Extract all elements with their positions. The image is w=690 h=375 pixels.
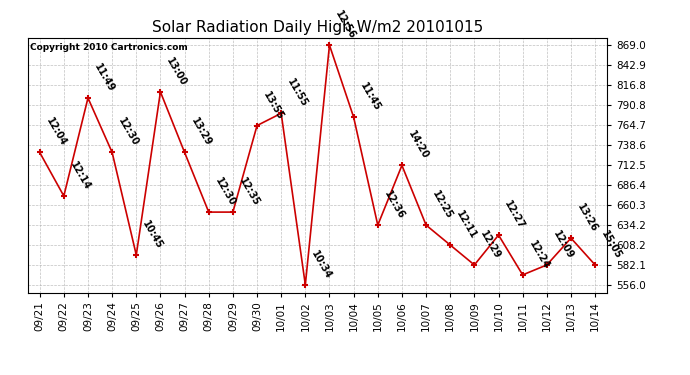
Text: 12:27: 12:27 [503,199,527,231]
Text: 13:00: 13:00 [165,56,189,88]
Text: 11:45: 11:45 [358,81,382,113]
Text: 12:30: 12:30 [117,116,141,148]
Text: 11:55: 11:55 [286,77,310,109]
Text: Copyright 2010 Cartronics.com: Copyright 2010 Cartronics.com [30,43,188,52]
Text: 10:45: 10:45 [141,219,165,251]
Text: 13:55: 13:55 [262,90,286,122]
Text: 12:36: 12:36 [382,189,406,221]
Text: 10:34: 10:34 [310,249,334,280]
Text: 12:25: 12:25 [431,189,455,221]
Text: 12:09: 12:09 [551,229,575,261]
Text: 13:26: 13:26 [575,202,600,234]
Text: 11:49: 11:49 [92,62,117,94]
Text: 15:05: 15:05 [600,229,624,261]
Text: 12:04: 12:04 [44,116,68,148]
Text: 13:29: 13:29 [189,116,213,148]
Text: 12:24: 12:24 [527,239,551,271]
Text: 12:30: 12:30 [213,176,237,208]
Text: 12:56: 12:56 [334,9,358,41]
Text: 12:11: 12:11 [455,209,479,241]
Text: 14:20: 14:20 [406,129,431,161]
Title: Solar Radiation Daily High W/m2 20101015: Solar Radiation Daily High W/m2 20101015 [152,20,483,35]
Text: 12:29: 12:29 [479,229,503,261]
Text: 12:35: 12:35 [237,176,262,208]
Text: 12:14: 12:14 [68,160,92,192]
